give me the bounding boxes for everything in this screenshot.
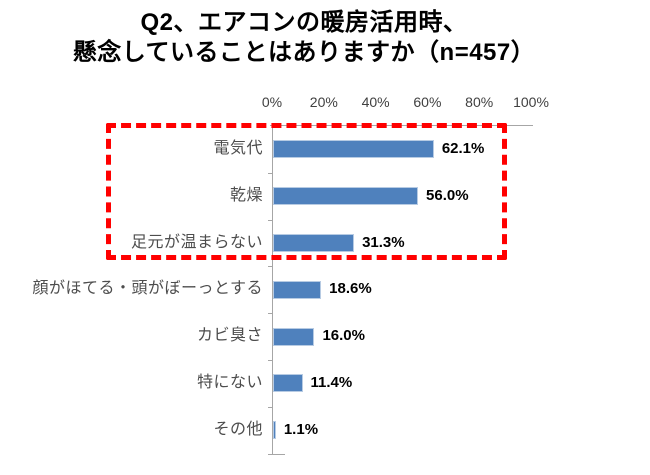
bar [273, 140, 434, 159]
value-label: 18.6% [329, 280, 372, 298]
x-axis-line [270, 125, 533, 126]
chart-title-line1: Q2、エアコンの暖房活用時、 [140, 9, 468, 36]
x-axis-tick-label: 0% [261, 94, 283, 110]
bar [273, 327, 315, 346]
x-axis-tick-label: 20% [309, 94, 338, 110]
category-label: カビ臭さ [196, 327, 263, 345]
value-label: 62.1% [441, 140, 485, 157]
category-label: 顔がほてる・頭がぼーっとする [32, 280, 263, 298]
chart-title: Q2、エアコンの暖房活用時、 懸念していることはありますか（n=457） [0, 8, 608, 68]
y-axis-tick [268, 313, 272, 315]
value-label: 1.1% [283, 420, 319, 438]
category-label: その他 [213, 420, 263, 438]
category-label: 特にない [196, 374, 263, 391]
category-label: 足元が温まらない [130, 233, 263, 251]
y-axis-tick [268, 360, 272, 361]
x-axis-tick-label: 60% [413, 94, 442, 110]
y-axis-end-tick [268, 453, 285, 455]
chart-title-line2: 懸念していることはありますか（n=457） [72, 39, 536, 66]
value-label: 56.0% [426, 186, 469, 204]
y-axis-tick [268, 406, 272, 408]
x-axis-tick-label: 80% [465, 94, 494, 110]
value-label: 16.0% [322, 327, 365, 345]
y-axis-line [272, 125, 273, 454]
x-axis-tick-label: 40% [361, 94, 390, 110]
category-label: 電気代 [213, 140, 263, 157]
value-label: 31.3% [362, 233, 405, 251]
value-label: 11.4% [310, 374, 353, 391]
bar [273, 187, 419, 206]
y-axis-tick [268, 219, 272, 221]
bar [273, 421, 276, 440]
bar [273, 374, 303, 393]
y-axis-tick [268, 172, 272, 174]
bar [273, 280, 322, 299]
bar [273, 234, 355, 252]
y-axis-tick [268, 266, 272, 268]
x-axis-tick-label: 100% [513, 94, 549, 110]
category-label: 乾燥 [229, 186, 263, 204]
